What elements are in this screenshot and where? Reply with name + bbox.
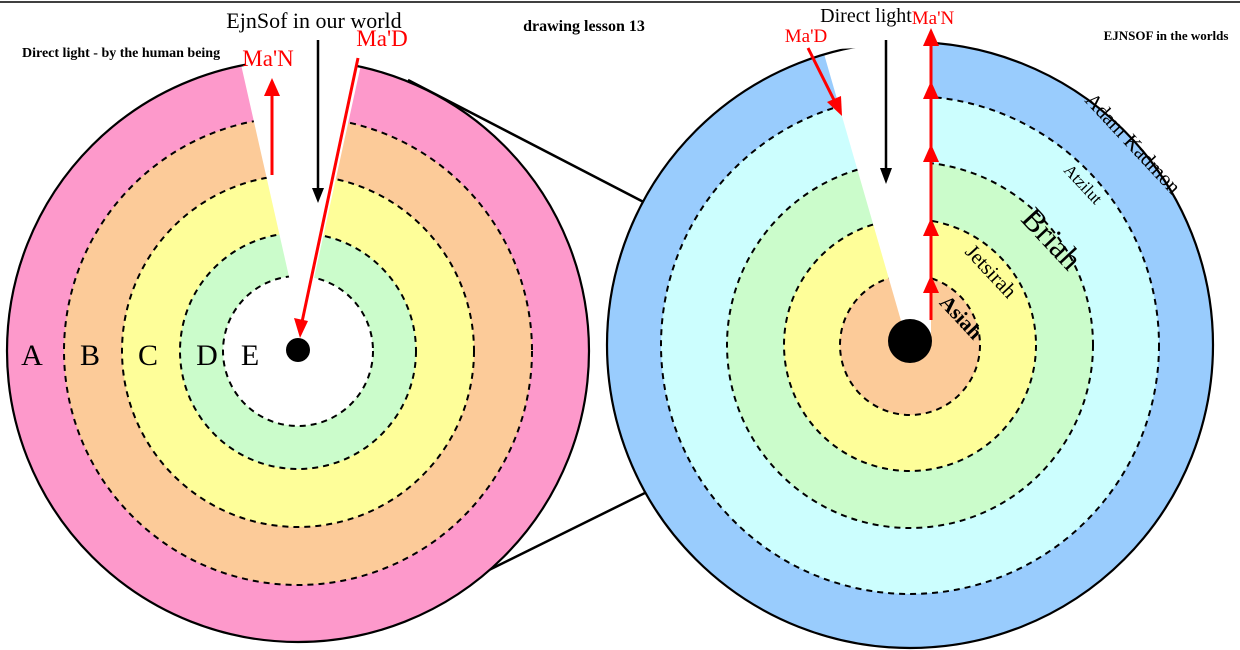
right-dashed-boundary-3 — [783, 218, 1037, 472]
ring-label-c: C — [138, 339, 158, 372]
right-mad-arrowhead — [827, 96, 842, 116]
right-wedge-top-cover — [800, 30, 931, 50]
right-direct-light-arrowhead — [880, 168, 892, 184]
right-mad-label: Ma'D — [785, 26, 827, 47]
left-center-dot — [286, 338, 310, 362]
right-center-dot — [888, 319, 932, 363]
right-white-wedge — [820, 40, 931, 345]
right-man-arrowhead-4 — [923, 218, 939, 236]
left-mad-arrowhead — [294, 318, 308, 338]
left-mad-label: Ma'D — [356, 26, 407, 51]
left-man-arrowhead — [264, 78, 280, 96]
left-title: EjnSof in our world — [226, 8, 401, 33]
right-man-arrowhead-5 — [923, 275, 939, 293]
left-caption: Direct light - by the human being — [22, 46, 220, 61]
right-man-arrowhead-2 — [923, 81, 939, 99]
right-man-arrowhead-1 — [923, 28, 939, 46]
ring-label-b: B — [80, 339, 100, 372]
right-dashed-boundary-1 — [660, 95, 1160, 595]
right-man-arrowhead-3 — [923, 144, 939, 162]
left-mad-arrow-shaft — [300, 57, 360, 323]
left-wedge-top-cover — [241, 55, 361, 72]
left-man-label: Ma'N — [242, 46, 294, 71]
center-title: drawing lesson 13 — [523, 18, 645, 35]
right-dashed-boundary-4 — [839, 274, 981, 416]
ring-label-a: A — [21, 339, 43, 372]
right-mad-arrow-shaft — [806, 47, 837, 103]
right-diagram: Ma'D Ma'N Adam Kadmon Atzilut Briah Jets… — [605, 8, 1215, 650]
ring-label-e: E — [241, 339, 259, 372]
left-diagram: A B C D E Ma'N Ma'D — [5, 26, 591, 644]
right-title: Direct light — [820, 5, 912, 27]
right-man-label: Ma'N — [912, 8, 955, 29]
ring-label-d: D — [196, 339, 218, 372]
right-caption: EJNSOF in the worlds — [1104, 28, 1229, 43]
left-direct-light-arrowhead — [312, 188, 324, 203]
